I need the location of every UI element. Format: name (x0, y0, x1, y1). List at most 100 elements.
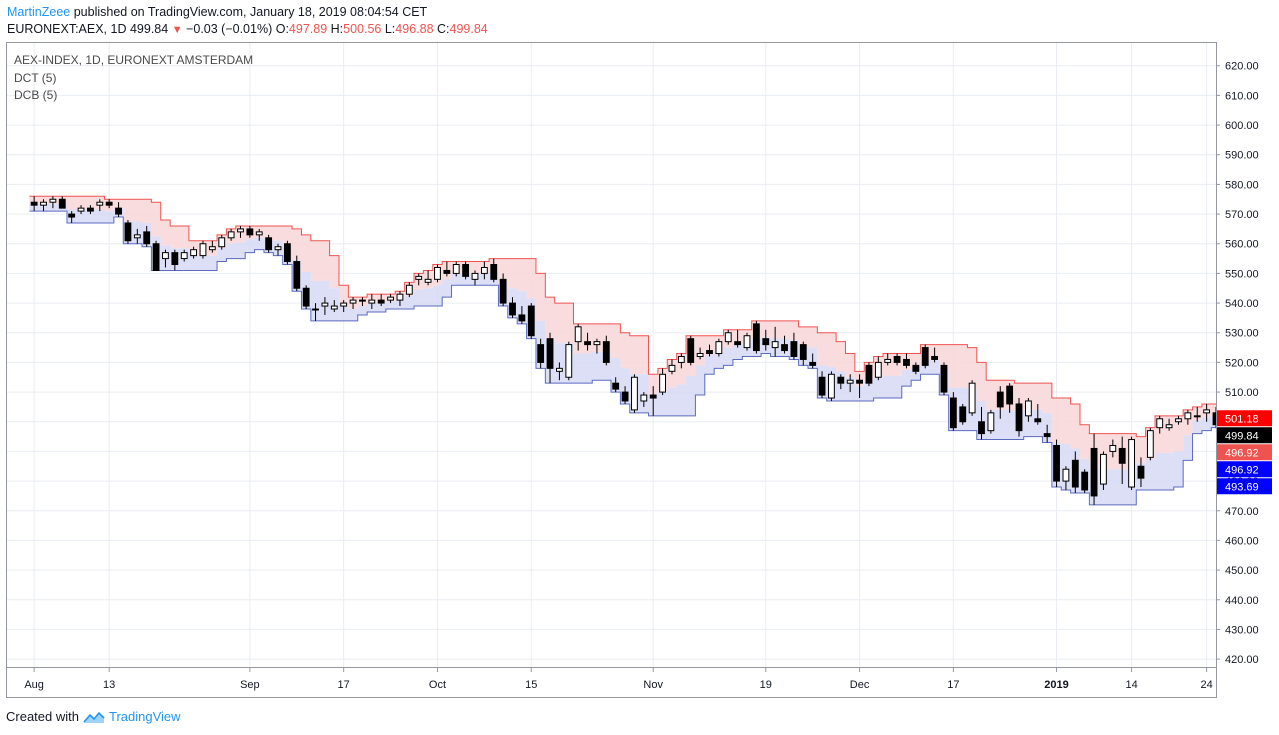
legend-dcb[interactable]: DCB (5) (14, 88, 57, 102)
candle-body (68, 213, 76, 218)
candle-body (1193, 415, 1201, 418)
price-label-tag (1217, 461, 1272, 478)
candle-body (978, 421, 985, 435)
created-with-text: Created with (6, 709, 79, 724)
price-tick-label: 440.00 (1225, 595, 1259, 607)
candle-body (602, 341, 610, 363)
candle-body (509, 302, 516, 316)
upper-channel-fill (29, 196, 1279, 470)
candle-body (115, 207, 122, 215)
candle-body (593, 341, 601, 346)
candle-body (143, 231, 151, 245)
tradingview-logo-icon (83, 711, 105, 723)
candle-body (537, 344, 545, 363)
candle-body (218, 237, 226, 248)
candle-body (499, 278, 507, 304)
candle-body (58, 198, 66, 209)
candle-body (649, 394, 657, 399)
price-tick-label: 610.00 (1225, 90, 1259, 102)
candle-body (987, 412, 995, 432)
candle-body (452, 264, 460, 274)
candle-body (1062, 468, 1070, 482)
candle-body (180, 252, 188, 260)
tradingview-brand-link[interactable]: TradingView (108, 709, 181, 724)
candle-body (96, 201, 104, 206)
high-value: 500.56 (343, 22, 382, 36)
price-tick-label: 560.00 (1225, 239, 1259, 251)
author-link[interactable]: MartinZeee (7, 5, 71, 19)
candle-body (912, 364, 920, 372)
candle-body (133, 234, 141, 239)
price-label-text: 496.92 (1225, 464, 1259, 476)
price-tick-label: 580.00 (1225, 179, 1259, 191)
candle-body (565, 344, 573, 378)
candle-body (359, 299, 366, 302)
price-labels: 501.18 499.84 496.92 496.92 493.69 (1217, 410, 1272, 495)
candle-body (1165, 424, 1173, 429)
candle-body (1015, 403, 1023, 432)
candle-body (105, 201, 113, 206)
price-tick-label: 420.00 (1225, 654, 1259, 666)
price-tick-label: 430.00 (1225, 624, 1259, 636)
candle-body (799, 344, 807, 360)
candle-body (734, 341, 742, 346)
candle-body (752, 323, 760, 352)
close-value: 499.84 (449, 22, 488, 36)
symbol-quote-bar: EURONEXT:AEX, 1D 499.84 ▼ −0.03 (−0.01%)… (7, 22, 488, 36)
candle-body (1203, 409, 1211, 414)
price-label-text: 499.84 (1225, 430, 1259, 442)
price-label-tag (1217, 444, 1272, 461)
time-tick-label: Aug (24, 679, 44, 691)
price-axis-bg (1216, 42, 1273, 698)
candle-body (903, 358, 910, 366)
candle-body (884, 358, 892, 363)
candle-body (340, 302, 348, 307)
candle-body (612, 382, 620, 390)
candle-body (781, 344, 788, 352)
chart-container[interactable]: 620.00 610.00 600.00 590.00 580.00 570.00 560.… (6, 42, 1279, 698)
lower-channel-fill (29, 203, 1279, 505)
price-tick-label: 570.00 (1225, 209, 1259, 221)
time-tick-label: Oct (429, 679, 446, 691)
candle-body (677, 355, 685, 363)
price-tick-label: 590.00 (1225, 150, 1259, 162)
candle-body (771, 341, 779, 349)
time-tick-label: 14 (1125, 679, 1137, 691)
candle-body (265, 237, 273, 251)
candle-body (1043, 433, 1051, 438)
candle-body (556, 367, 563, 372)
candle-body (227, 231, 235, 239)
time-axis[interactable]: Aug 13 Sep 17 Oct 15 Nov 19 Dec 17 2019 14 24 (24, 668, 1213, 691)
candle-body (940, 364, 948, 393)
candle-body (274, 246, 282, 251)
price-label-text: 501.18 (1225, 413, 1259, 425)
price-tick-label: 550.00 (1225, 268, 1259, 280)
candle-body (490, 264, 498, 280)
open-value: 497.89 (288, 22, 328, 36)
candle-body (790, 341, 798, 357)
candle-body (631, 376, 638, 411)
candle-body (1006, 385, 1014, 405)
candle-body (846, 379, 854, 384)
legend-dct[interactable]: DCT (5) (14, 71, 56, 85)
candle-body (87, 207, 94, 212)
candle-body (415, 275, 423, 280)
time-tick-label: Nov (643, 679, 663, 691)
price-chart[interactable]: 620.00 610.00 600.00 590.00 580.00 570.00 560.… (6, 42, 1279, 698)
candle-body (199, 243, 207, 257)
candle-body (931, 355, 939, 360)
price-label-tag (1217, 427, 1272, 444)
candle-body (40, 201, 47, 206)
candle-body (237, 228, 244, 233)
time-tick-label: Dec (850, 679, 870, 691)
candle-body (1024, 400, 1032, 417)
candle-body (368, 299, 376, 304)
candle-body (405, 284, 413, 295)
price-axis[interactable]: 620.00 610.00 600.00 590.00 580.00 570.00 560.… (1216, 42, 1273, 698)
price-label-tag (1217, 410, 1272, 427)
candle-body (828, 373, 835, 399)
footer: Created with TradingView (6, 709, 181, 724)
candle-body (837, 376, 845, 384)
candle-body (377, 299, 385, 304)
candle-body (621, 391, 629, 402)
